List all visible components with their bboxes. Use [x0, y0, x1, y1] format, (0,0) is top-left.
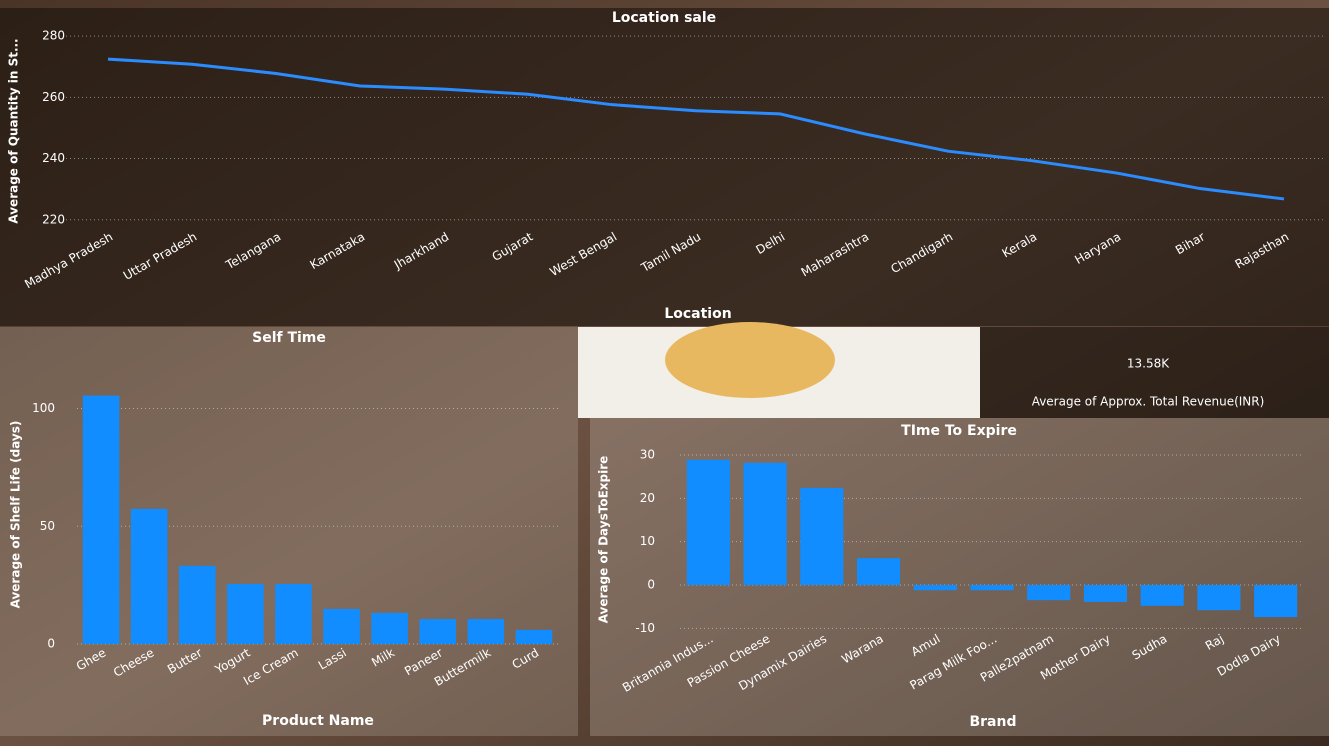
x-axis-title: Brand — [969, 714, 1016, 730]
bar — [1140, 585, 1184, 606]
cheese-image — [665, 322, 835, 398]
bar — [686, 459, 730, 585]
bar — [1254, 585, 1298, 618]
bar — [515, 629, 553, 644]
bar — [1197, 585, 1241, 611]
chart-title: Self Time — [252, 330, 326, 346]
bar — [1083, 585, 1128, 602]
y-tick-label: 50 — [40, 519, 55, 533]
y-tick-label: 10 — [640, 534, 655, 548]
panel — [0, 8, 1329, 326]
bar — [970, 585, 1014, 591]
bar — [1027, 585, 1071, 601]
bar — [419, 619, 457, 644]
bar — [275, 583, 312, 644]
y-tick-label: 280 — [42, 29, 65, 43]
bar — [82, 395, 120, 644]
y-axis-title: Average of Shelf Life (days) — [9, 421, 23, 609]
y-tick-label: 100 — [32, 401, 55, 415]
kpi-caption: Average of Approx. Total Revenue(INR) — [1032, 395, 1265, 409]
y-tick-label: -10 — [635, 621, 655, 635]
y-tick-label: 0 — [47, 637, 55, 651]
y-tick-label: 260 — [42, 90, 65, 104]
bar — [371, 612, 408, 644]
bar — [743, 462, 787, 585]
y-tick-label: 0 — [647, 578, 655, 592]
y-axis-title: Average of Quantity in St... — [7, 38, 21, 223]
y-tick-label: 20 — [640, 491, 655, 505]
chart-title: Location sale — [612, 10, 716, 26]
x-axis-title: Product Name — [262, 713, 374, 729]
y-axis-title: Average of DaysToExpire — [597, 456, 611, 624]
y-tick-label: 220 — [42, 212, 65, 226]
bar — [178, 565, 216, 644]
panel — [980, 327, 1329, 418]
bar — [323, 608, 360, 644]
kpi-value: 13.58K — [1127, 357, 1170, 371]
bar — [130, 508, 168, 644]
line — [107, 57, 1285, 201]
x-axis-title: Location — [664, 306, 731, 322]
y-tick-label: 30 — [640, 448, 655, 462]
bar — [856, 558, 901, 585]
bar — [913, 585, 957, 591]
bar — [227, 583, 264, 644]
y-tick-label: 240 — [42, 151, 65, 165]
bar — [467, 619, 505, 644]
chart-title: TIme To Expire — [901, 423, 1017, 439]
bar — [800, 487, 844, 585]
